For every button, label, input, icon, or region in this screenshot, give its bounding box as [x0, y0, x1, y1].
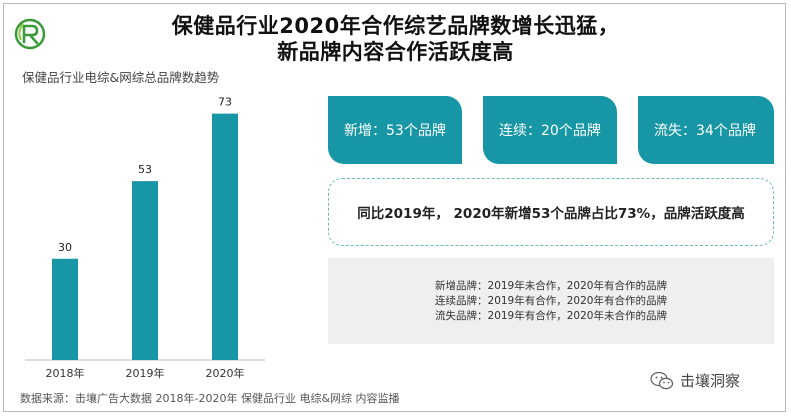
x-tick-label-1: 2019年 [126, 366, 165, 380]
stat-continued-label: 连续：20个品牌 [499, 123, 601, 139]
wechat-account[interactable]: 击壤洞察 [650, 370, 740, 391]
stat-lost-brands: 流失：34个品牌 [638, 96, 774, 164]
definitions-box: 新增品牌：2019年未合作，2020年有合作的品牌 连续品牌：2019年有合作，… [328, 258, 774, 344]
stat-new-label: 新增：53个品牌 [344, 123, 446, 139]
x-tick-label-2: 2020年 [206, 366, 245, 380]
bar-0 [52, 258, 78, 360]
definition-new: 新增品牌：2019年未合作，2020年有合作的品牌 [435, 279, 667, 292]
chart-title: 保健品行业电综&网综总品牌数趋势 [22, 70, 220, 85]
bar-chart: 30 2018年 53 2019年 73 2020年 [25, 96, 265, 380]
brand-logo-icon [14, 18, 46, 50]
wechat-icon [650, 371, 674, 389]
x-tick-label-0: 2018年 [46, 366, 85, 380]
stat-lost-label: 流失：34个品牌 [654, 123, 756, 139]
bar-1 [132, 181, 158, 360]
definition-continued: 连续品牌：2019年有合作，2020年有合作的品牌 [435, 294, 667, 307]
bar-value-label-2: 73 [218, 96, 232, 109]
highlight-box: 同比2019年， 2020年新增53个品牌占比73%，品牌活跃度高 [328, 178, 774, 246]
bar-value-label-1: 53 [138, 163, 152, 176]
stat-continued-brands: 连续：20个品牌 [483, 96, 617, 164]
bar-2 [212, 113, 238, 360]
page-title-line1: 保健品行业2020年合作综艺品牌数增长迅猛， [171, 14, 620, 38]
wechat-account-name: 击壤洞察 [680, 372, 741, 390]
page-title-line2: 新品牌内容合作活跃度高 [277, 40, 514, 64]
bar-value-label-0: 30 [58, 241, 72, 254]
highlight-text: 同比2019年， 2020年新增53个品牌占比73%，品牌活跃度高 [357, 206, 745, 222]
stat-new-brands: 新增：53个品牌 [328, 96, 462, 164]
definition-lost: 流失品牌：2019年有合作，2020年未合作的品牌 [435, 309, 667, 322]
data-source-footer: 数据来源：击壤广告大数据 2018年-2020年 保健品行业 电综&网综 内容监… [20, 392, 400, 405]
